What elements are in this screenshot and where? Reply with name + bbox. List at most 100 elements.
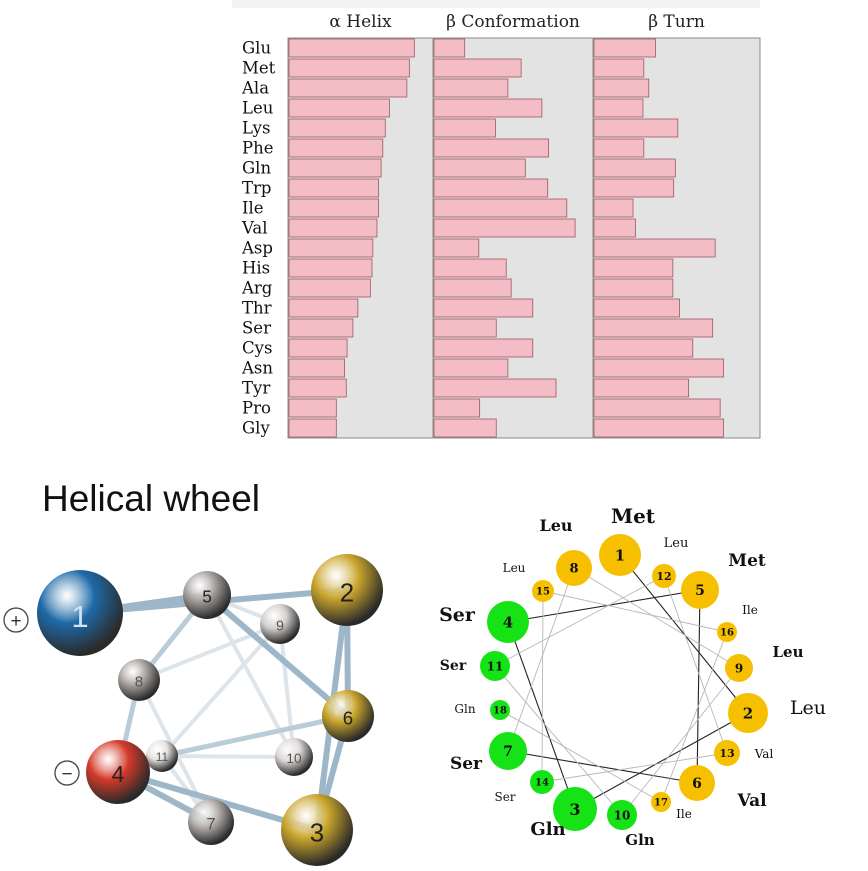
- bar: [288, 258, 373, 278]
- bar: [593, 138, 645, 158]
- panel-title: β Turn: [648, 12, 705, 32]
- panel-title: β Conformation: [446, 12, 580, 32]
- category-label: Ala: [241, 79, 269, 98]
- residue-circle-2: [728, 693, 768, 733]
- bond-back: [161, 754, 295, 759]
- wheel-connector: [494, 575, 665, 667]
- category-label: Gln: [242, 159, 271, 178]
- bar: [593, 378, 690, 398]
- bar: [288, 218, 378, 238]
- wheel-connector: [663, 575, 728, 754]
- residue-sphere-5: [183, 571, 231, 619]
- wheel-centre: [558, 648, 682, 772]
- panel-background: [287, 37, 434, 439]
- bar: [593, 238, 716, 258]
- residue-name: Leu: [664, 536, 689, 551]
- bar: [433, 418, 497, 438]
- category-label: Glu: [242, 39, 271, 58]
- residue-name: Ser: [494, 790, 515, 804]
- bar: [433, 118, 496, 138]
- category-label: Ile: [242, 199, 264, 218]
- bond-back: [160, 754, 213, 824]
- bond-mid: [115, 679, 142, 773]
- minus-charge-label: −: [61, 764, 72, 785]
- category-label: Arg: [241, 279, 273, 298]
- bar: [433, 198, 568, 218]
- bond-front: [205, 592, 350, 719]
- residue-circle-11: [480, 651, 510, 681]
- bond-front: [117, 769, 318, 833]
- bar: [288, 418, 337, 438]
- residue-circle-14: [530, 770, 554, 794]
- bar: [288, 78, 408, 98]
- residue-circle-1: [599, 534, 641, 576]
- residue-sphere-9: [260, 604, 300, 644]
- residue-name: Leu: [539, 516, 572, 535]
- residue-number: 10: [614, 808, 631, 822]
- panel-background: [432, 37, 594, 439]
- bar: [433, 78, 509, 98]
- residue-number: 17: [654, 798, 668, 809]
- bar: [288, 58, 410, 78]
- bar: [433, 38, 466, 58]
- residue-circle-4: [487, 601, 529, 643]
- residue-number: 15: [536, 587, 550, 598]
- bar: [593, 318, 714, 338]
- residue-circle-12: [652, 564, 676, 588]
- bar: [433, 318, 497, 338]
- residue-number: 12: [656, 570, 671, 583]
- residue-circle-13: [714, 740, 740, 766]
- bar: [288, 278, 371, 298]
- wheel-connector: [621, 667, 740, 816]
- bar: [433, 238, 480, 258]
- residue-circle-16: [717, 622, 737, 642]
- residue-circle-7: [489, 732, 527, 770]
- bar: [433, 298, 534, 318]
- wheel-connector: [507, 567, 575, 752]
- bar: [288, 138, 384, 158]
- residue-number: 16: [720, 628, 734, 639]
- plus-charge-icon: [3, 607, 29, 633]
- bond-back: [205, 594, 296, 758]
- residue-name: Met: [728, 551, 766, 571]
- residue-number: 8: [569, 562, 578, 577]
- wheel-connector: [660, 631, 728, 803]
- residue-sphere-1: [37, 570, 123, 656]
- residue-number: 1: [71, 599, 88, 634]
- wheel-connector: [619, 554, 749, 714]
- bar: [433, 218, 576, 238]
- bar: [288, 238, 374, 258]
- bar: [288, 38, 415, 58]
- bar: [433, 338, 534, 358]
- residue-name: Leu: [773, 643, 804, 661]
- bar: [433, 158, 526, 178]
- bar: [593, 58, 645, 78]
- residue-number: 7: [206, 814, 215, 833]
- residue-number: 5: [695, 583, 705, 599]
- residue-number: 11: [156, 750, 169, 764]
- bar: [433, 278, 512, 298]
- bar: [433, 398, 481, 418]
- bar: [288, 118, 386, 138]
- residue-number: 5: [202, 587, 212, 607]
- bar: [593, 418, 724, 438]
- plus-charge-label: +: [10, 611, 21, 632]
- bar: [288, 358, 346, 378]
- residue-number: 13: [719, 747, 734, 760]
- bar: [433, 98, 543, 118]
- bond-front: [79, 587, 348, 616]
- residue-number: 8: [135, 674, 143, 691]
- bar: [433, 258, 507, 278]
- residue-sphere-6: [322, 690, 374, 742]
- residue-circle-6: [679, 765, 715, 801]
- helical-wheel-title: Helical wheel: [42, 478, 260, 519]
- wheel-connector: [542, 590, 728, 633]
- residue-number: 11: [487, 659, 504, 673]
- bar: [593, 38, 656, 58]
- bond-mid: [137, 593, 209, 682]
- residue-circle-15: [532, 580, 554, 602]
- bar: [433, 178, 549, 198]
- residue-number: 6: [692, 776, 702, 792]
- category-label: Ser: [242, 319, 271, 338]
- bar: [593, 178, 675, 198]
